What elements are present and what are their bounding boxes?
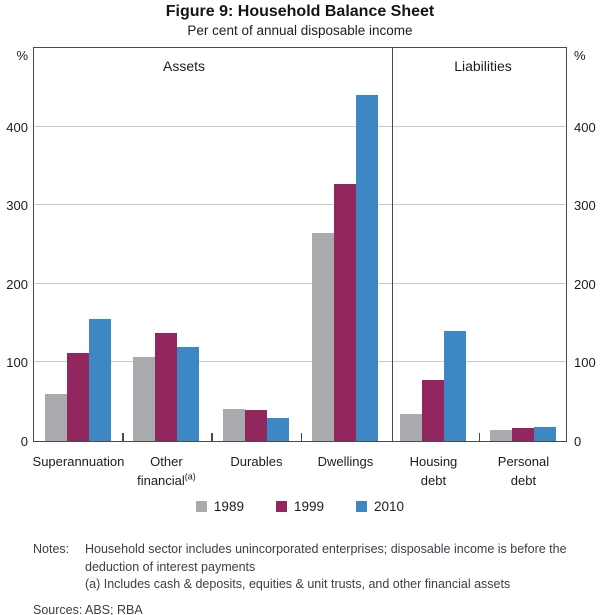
category-label-line: Other xyxy=(150,454,183,469)
category-label-line: Superannuation xyxy=(32,454,125,469)
y-tick-right-0: 0 xyxy=(574,434,582,449)
legend-item-1999: 1999 xyxy=(275,499,325,514)
y-tick-right-100: 100 xyxy=(574,355,596,371)
legend-label-1989: 1989 xyxy=(213,499,244,514)
legend: 1989 1999 2010 xyxy=(0,499,600,514)
legend-label-2010: 2010 xyxy=(374,499,405,514)
notes-text: Household sector includes unincorporated… xyxy=(85,541,567,594)
bar-personal-debt-1989 xyxy=(489,430,512,441)
bar-superannuation-1989 xyxy=(44,393,67,441)
bar-superannuation-2010 xyxy=(89,319,112,441)
category-label-other-financial: Other financial(a) xyxy=(137,452,196,490)
y-axis-unit-right: % xyxy=(574,48,586,63)
note-line: deduction of interest payments xyxy=(85,559,256,574)
x-axis-tick xyxy=(478,433,480,441)
plot-area: Assets Liabilities xyxy=(33,47,567,442)
gridline-300 xyxy=(34,204,566,206)
category-label-line: Housing xyxy=(409,454,458,469)
bar-superannuation-1999 xyxy=(66,352,90,441)
bar-housing-debt-1989 xyxy=(399,414,422,441)
note-line: (a) Includes cash & deposits, equities &… xyxy=(85,577,511,591)
category-label-line: Durables xyxy=(230,454,283,469)
bar-other-financial-1989 xyxy=(132,356,155,441)
y-tick-left-200: 200 xyxy=(6,276,28,292)
legend-label-1999: 1999 xyxy=(293,499,325,514)
y-tick-left-100: 100 xyxy=(6,355,28,371)
bar-housing-debt-2010 xyxy=(444,330,467,441)
notes-label: Notes: xyxy=(33,542,70,556)
y-tick-left-300: 300 xyxy=(6,198,28,214)
chart-subtitle: Per cent of annual disposable income xyxy=(187,23,413,38)
gridline-400 xyxy=(34,125,566,127)
section-label-liabilities: Liabilities xyxy=(454,58,512,74)
category-label-housing-debt: Housing debt xyxy=(410,452,458,490)
bar-dwellings-1989 xyxy=(311,232,334,441)
category-label-line: Dwellings xyxy=(317,454,374,469)
sources-label: Sources: xyxy=(33,602,83,615)
category-label-dwellings: Dwellings xyxy=(318,452,374,471)
bar-durables-1999 xyxy=(244,410,268,441)
legend-swatch-2010 xyxy=(356,501,368,512)
legend-swatch-1999 xyxy=(275,501,287,512)
panel-divider-line xyxy=(391,48,393,441)
bar-housing-debt-1999 xyxy=(421,380,445,441)
y-tick-left-0: 0 xyxy=(20,434,28,449)
notes-row: Notes: Household sector includes unincor… xyxy=(33,541,581,594)
bar-dwellings-2010 xyxy=(356,95,379,441)
chart-title: Figure 9: Household Balance Sheet xyxy=(165,3,435,20)
y-tick-right-200: 200 xyxy=(574,276,596,292)
x-axis-tick xyxy=(211,433,213,441)
footnote-marker: (a) xyxy=(184,471,196,482)
category-label-line: Personal xyxy=(497,454,550,469)
y-tick-right-400: 400 xyxy=(574,119,596,135)
bar-other-financial-1999 xyxy=(154,332,178,441)
gridline-200 xyxy=(34,282,566,284)
category-label-personal-debt: Personal debt xyxy=(498,452,549,490)
legend-item-2010: 2010 xyxy=(356,499,404,514)
y-tick-right-300: 300 xyxy=(574,198,596,214)
note-line: Household sector includes unincorporated… xyxy=(85,542,567,556)
gridline-100 xyxy=(34,361,566,363)
sources-row: Sources: ABS; RBA xyxy=(33,602,581,615)
legend-item-1989: 1989 xyxy=(195,499,244,514)
category-label-line: financial(a) xyxy=(137,471,196,488)
bar-durables-2010 xyxy=(267,418,290,441)
bar-dwellings-1999 xyxy=(333,183,357,441)
category-label-line: debt xyxy=(420,473,447,488)
category-label-superannuation: Superannuation xyxy=(33,452,125,471)
category-label-line: debt xyxy=(510,473,537,488)
notes-block: Notes: Household sector includes unincor… xyxy=(33,541,581,615)
sources-text: ABS; RBA xyxy=(85,602,143,615)
section-label-assets: Assets xyxy=(162,58,206,74)
bar-durables-1989 xyxy=(222,408,245,441)
legend-swatch-1989 xyxy=(195,501,207,512)
x-axis-tick xyxy=(122,433,124,441)
y-tick-left-400: 400 xyxy=(6,119,28,135)
category-label-durables: Durables xyxy=(230,452,282,471)
x-axis-tick xyxy=(300,433,302,441)
bar-personal-debt-2010 xyxy=(534,426,557,441)
bar-other-financial-2010 xyxy=(177,346,200,441)
y-axis-unit-left: % xyxy=(16,48,28,63)
bar-personal-debt-1999 xyxy=(511,428,535,441)
